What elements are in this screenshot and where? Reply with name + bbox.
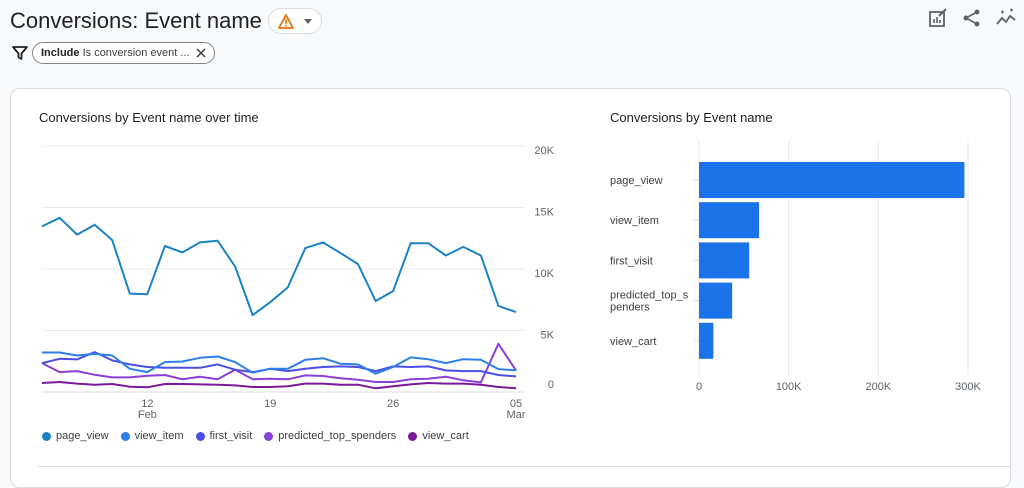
legend-dot-icon	[120, 431, 130, 441]
page-title: Conversions: Event name	[10, 8, 322, 34]
bar-category-label: predicted_top_s	[610, 290, 689, 302]
y-tick-label: 10K	[534, 268, 554, 280]
legend-label: view_item	[134, 430, 184, 442]
y-tick-label: 0	[548, 379, 554, 391]
charts-card	[10, 88, 1011, 488]
line-chart-legend: page_view view_item first_visit predicted_t…	[42, 430, 469, 442]
line-chart-title: Conversions by Event name over time	[39, 110, 259, 125]
x-tick-label: 100K	[776, 381, 802, 393]
x-tick-label: 300K	[955, 381, 981, 393]
warning-triangle-icon	[278, 13, 294, 29]
x-tick-label: 200K	[865, 381, 891, 393]
legend-item-first-visit[interactable]: first_visit	[195, 430, 253, 442]
insights-icon[interactable]	[996, 8, 1016, 28]
x-tick-label: 05	[510, 398, 522, 410]
legend-label: predicted_top_spenders	[278, 430, 397, 442]
bar-view-item	[699, 202, 760, 239]
bar-predicted-top-spenders	[699, 282, 733, 319]
edit-report-icon[interactable]	[928, 8, 948, 28]
bar-chart-title: Conversions by Event name	[610, 110, 773, 125]
bar-category-label: page_view	[610, 175, 663, 187]
legend-dot-icon	[42, 431, 51, 441]
series-line-view-item	[42, 351, 517, 375]
x-tick-label: 19	[264, 398, 276, 410]
bar-page-view	[699, 162, 965, 198]
legend-item-view-cart[interactable]: view_cart	[408, 430, 469, 442]
filter-icon[interactable]	[12, 45, 28, 61]
y-tick-label: 15K	[534, 207, 554, 219]
legend-item-page-view[interactable]: page_view	[42, 430, 109, 442]
legend-dot-icon	[195, 431, 205, 441]
x-tick-month-label: Feb	[138, 409, 157, 421]
legend-label: page_view	[56, 430, 109, 442]
bar-first-visit	[699, 242, 750, 279]
bar-view-cart	[699, 322, 714, 359]
filter-chip-mode: Include	[41, 47, 80, 59]
x-tick-month-label: Mar	[507, 409, 526, 421]
x-tick-label: 26	[387, 398, 399, 410]
share-icon[interactable]	[962, 8, 982, 28]
bar-category-label: view_cart	[610, 336, 656, 348]
page-title-text: Conversions: Event name	[10, 8, 262, 33]
series-line-predicted-top-spenders	[41, 342, 517, 384]
y-tick-label: 20K	[534, 145, 554, 157]
x-tick-label: 0	[696, 381, 702, 393]
caret-down-icon	[303, 18, 312, 24]
legend-label: first_visit	[209, 430, 253, 442]
legend-item-predicted-top-spenders[interactable]: predicted_top_spenders	[264, 430, 396, 442]
series-line-page-view	[41, 216, 517, 317]
filter-row: Include Is conversion event ...	[12, 42, 215, 64]
legend-label: view_cart	[422, 430, 469, 442]
legend-dot-icon	[264, 431, 274, 441]
filter-chip[interactable]: Include Is conversion event ...	[32, 42, 215, 64]
bar-category-label: penders	[610, 302, 650, 314]
y-tick-label: 5K	[541, 330, 555, 342]
legend-dot-icon	[408, 431, 418, 441]
bar-category-label: first_visit	[610, 255, 653, 267]
x-tick-label: 12	[141, 398, 153, 410]
legend-item-view-item[interactable]: view_item	[120, 430, 184, 442]
divider	[38, 466, 1010, 467]
toolbar	[928, 8, 1016, 28]
series-line-view-cart	[41, 381, 517, 390]
bar-category-label: view_item	[610, 215, 659, 227]
filter-chip-text: Is conversion event ...	[82, 47, 190, 59]
warning-dropdown-button[interactable]	[267, 8, 322, 34]
close-icon[interactable]	[196, 48, 206, 58]
